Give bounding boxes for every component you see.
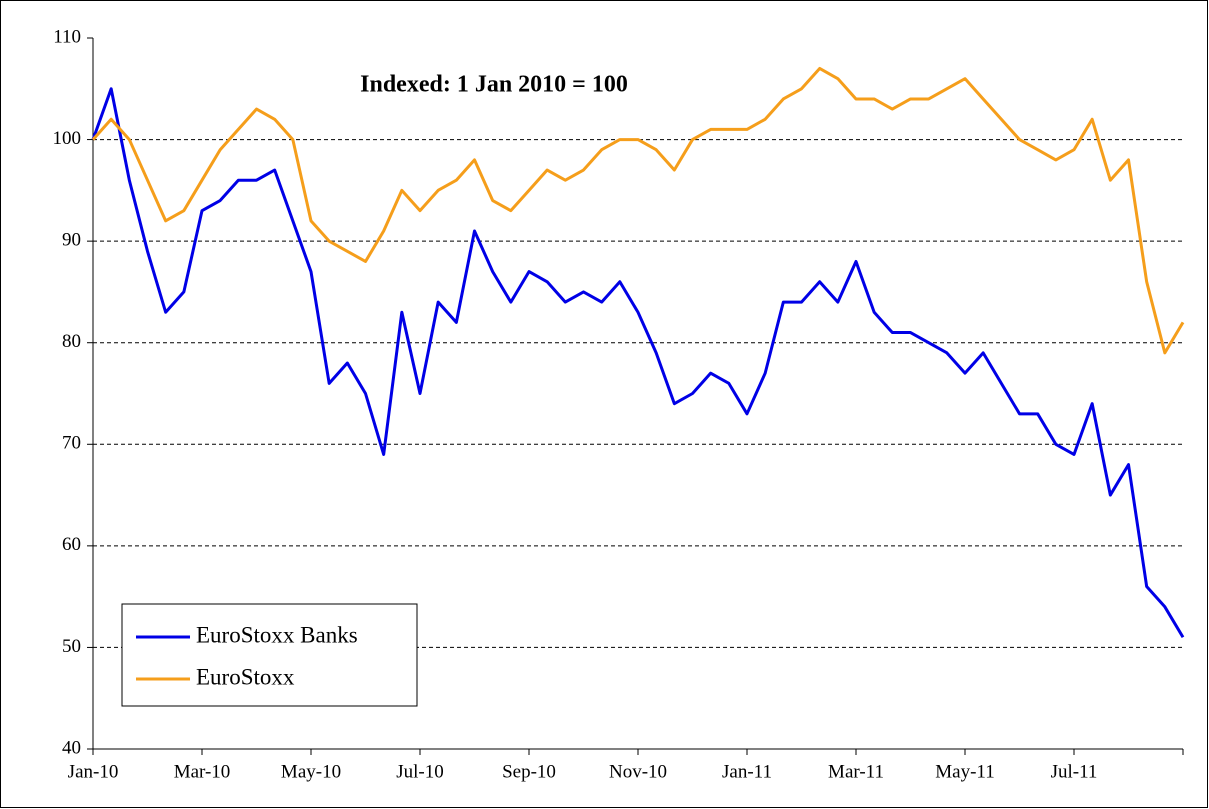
x-tick-label: Nov-10 [609, 761, 667, 782]
y-tick-label: 60 [62, 534, 81, 555]
x-tick-label: Jan-10 [68, 761, 119, 782]
x-tick-label: Mar-11 [828, 761, 884, 782]
chart-title: Indexed: 1 Jan 2010 = 100 [360, 72, 628, 98]
x-tick-label: Jul-10 [396, 761, 444, 782]
y-tick-label: 90 [62, 230, 81, 251]
y-tick-label: 80 [62, 331, 81, 352]
y-tick-label: 100 [53, 128, 82, 149]
legend-label: EuroStoxx [196, 664, 295, 689]
x-tick-label: Jan-11 [722, 761, 772, 782]
legend-label: EuroStoxx Banks [196, 622, 358, 647]
series-line [91, 66, 1185, 355]
y-tick-label: 40 [62, 737, 81, 758]
x-tick-label: May-10 [281, 761, 341, 782]
y-tick-label: 110 [53, 26, 81, 47]
y-tick-label: 70 [62, 433, 81, 454]
series-line [91, 87, 1185, 639]
y-tick-label: 50 [62, 636, 81, 657]
x-tick-label: May-11 [935, 761, 994, 782]
x-tick-label: Sep-10 [502, 761, 556, 782]
x-tick-label: Mar-10 [174, 761, 231, 782]
legend-box [121, 603, 418, 707]
x-tick-label: Jul-11 [1051, 761, 1098, 782]
